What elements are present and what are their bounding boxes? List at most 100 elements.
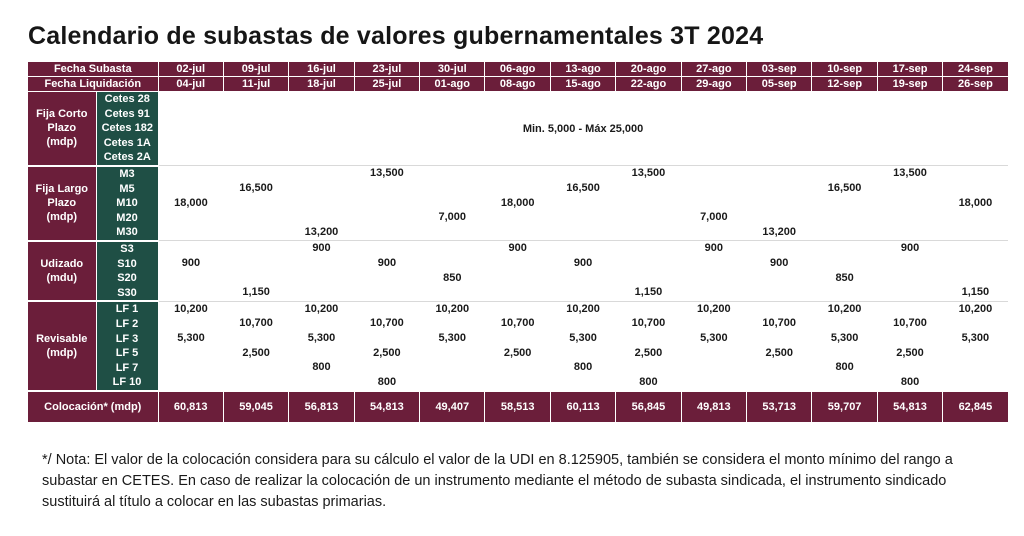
amount-value: 13,200 [762,225,797,238]
amount-value: 900 [770,257,789,270]
amount-cell: 16,500 [550,165,616,242]
amount-value: 800 [312,361,331,374]
amount-cell: 10,700 2,500 800 [354,301,420,392]
amount-cell: 13,200 [746,165,812,242]
amount-value: 16,500 [827,182,862,195]
liquidacion-date: 15-ago [550,76,617,92]
amount-cell: 10,200 5,300 800 [550,301,616,392]
colocacion-value: 58,513 [484,389,551,422]
instrument-name: M20 [116,211,138,224]
colocacion-value: 54,813 [877,389,944,422]
category-label-line: Fija Corto [36,108,88,121]
amount-value: 10,200 [958,302,993,315]
category-label-line: (mdp) [46,136,78,149]
instrument-name: LF 5 [115,347,139,360]
liquidacion-date: 01-ago [419,76,486,92]
amount-cell: 10,200 5,300 [419,301,485,392]
amount-cell: 13,500 [354,165,420,242]
colocacion-value: 49,407 [419,389,486,422]
amount-cell: 13,500 [615,165,682,242]
amount-value: 10,700 [893,317,927,330]
colocacion-value: 60,813 [158,389,224,422]
colocacion-value: 49,813 [681,389,748,422]
colocacion-value: 59,045 [223,389,290,422]
amount-value: 2,500 [634,346,663,359]
amount-cell: 10,700 2,500 [484,301,551,392]
subasta-date: 06-ago [484,62,551,77]
colocacion-value: 62,845 [942,389,1009,422]
amount-value: 10,700 [370,317,404,330]
amount-cell: 7,000 [681,165,747,242]
amount-value: 7,000 [438,211,467,224]
instrument-group-row: Fija Corto Plazo (mdp) Cetes 28 Cetes 91 Cete… [28,91,1009,167]
amount-value: 16,500 [239,182,273,195]
amount-cell: 10,700 2,500 [223,301,289,392]
amount-cell: 900 [288,240,355,302]
header-row-liquidacion: Fecha Liquidación 04-jul 11-jul 18-jul 25-ju… [28,76,1009,92]
instrument-group-row: Fija Largo Plazo (mdp) M3 M5 M10 M20 M30 18,000 1… [28,165,1009,242]
colocacion-value: 59,707 [811,389,878,422]
instrument-list: S3 S10 S20 S30 [96,240,159,303]
colocacion-value: 60,113 [550,389,617,422]
footnote: */ Nota: El valor de la colocación consi… [42,452,953,510]
amount-cell: 900 [157,240,224,302]
amount-value: 800 [639,375,658,388]
liquidacion-date: 12-sep [811,76,878,92]
amount-cell: 900 [877,240,943,302]
liquidacion-date: 04-jul [158,76,224,92]
amount-cell: 10,200 5,300 800 [288,301,355,392]
category-label: Fija Largo Plazo (mdp) [28,165,97,242]
subasta-date: 09-jul [223,62,290,77]
instrument-name: S10 [117,257,137,270]
colocacion-value: 56,845 [615,389,682,422]
amount-value: 1,150 [242,286,270,299]
amount-value: 900 [377,257,397,270]
amount-value: 900 [900,242,920,255]
category-label: Revisable (mdp) [28,301,97,392]
category-label-line: Udizado [40,258,84,271]
subasta-date: 30-jul [419,62,486,77]
amount-cell: 1,150 [615,240,682,302]
instrument-name: LF 3 [115,332,139,345]
instrument-name: LF 2 [115,317,139,330]
amount-value: 13,200 [304,225,339,238]
instrument-name: Cetes 182 [101,122,153,135]
colocacion-label: Colocación* (mdp) [28,389,159,422]
amount-value: 10,700 [500,317,535,330]
amount-cell: 18,000 [157,165,224,242]
liquidacion-date: 08-ago [484,76,551,92]
instrument-name: Cetes 2A [103,151,151,164]
amount-value: 800 [835,361,854,374]
amount-value: 10,200 [435,302,470,315]
amount-value: 850 [443,271,462,284]
colocacion-value: 54,813 [354,389,421,422]
amount-value: 10,200 [304,302,339,315]
category-label-line: (mdp) [46,347,78,360]
instrument-name: M10 [116,197,138,210]
instrument-name: LF 1 [115,303,139,316]
amount-cell: 13,200 [288,165,355,242]
subasta-date: 20-ago [615,62,682,77]
instrument-list: LF 1 LF 2 LF 3 LF 5 LF 7 LF 10 [96,301,159,392]
fecha-subasta-label: Fecha Subasta [28,62,159,77]
cetes-range: Min. 5,000 - Máx 25,000 [158,91,1009,167]
liquidacion-date: 22-ago [615,76,682,92]
amount-cell: 900 [484,240,551,302]
amount-value: 2,500 [503,346,532,359]
amount-value: 5,300 [307,332,336,344]
amount-value: 5,300 [438,332,467,344]
amount-value: 7,000 [700,211,728,224]
amount-value: 13,500 [893,167,927,180]
category-label: Fija Corto Plazo (mdp) [28,91,97,167]
amount-cell: 10,200 5,300 [681,301,747,392]
liquidacion-date: 11-jul [223,76,290,92]
amount-value: 5,300 [961,332,990,344]
instrument-name: Cetes 1A [103,136,151,149]
amount-value: 5,300 [830,332,859,344]
amount-cell: 13,500 [877,165,943,242]
instrument-name: S20 [117,272,137,285]
amount-value: 13,500 [631,167,666,180]
subasta-date: 23-jul [354,62,421,77]
instrument-name: LF 10 [112,376,142,389]
amount-value: 1,150 [634,286,663,299]
